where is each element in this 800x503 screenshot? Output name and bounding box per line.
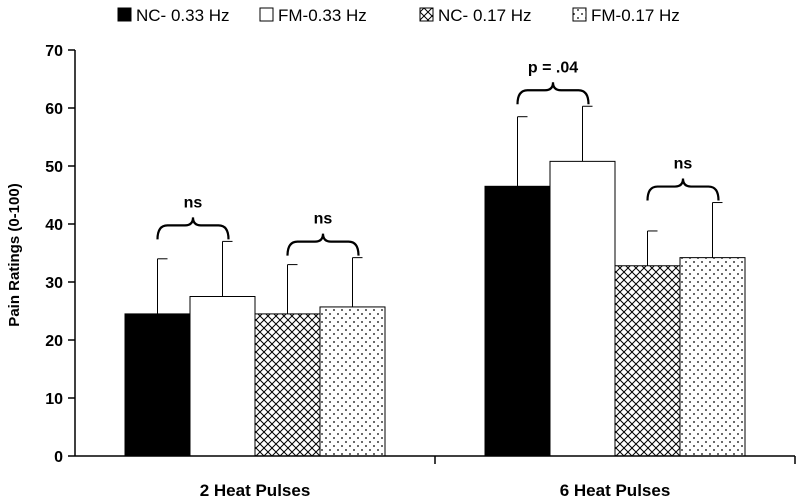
y-tick-label: 70: [45, 43, 63, 60]
bar-4-1: [319, 306, 386, 457]
bar-1-1: [124, 313, 191, 457]
significance-label: ns: [314, 211, 333, 228]
significance-brace: [516, 82, 590, 105]
significance-brace: [156, 217, 230, 240]
significance-brace: [286, 233, 360, 256]
y-tick-label: 40: [45, 217, 63, 234]
significance-brace: [646, 178, 720, 201]
x-category-label: 2 Heat Pulses: [200, 481, 311, 500]
bar-4-2: [679, 257, 746, 457]
legend-swatch: [117, 7, 132, 22]
bar-3-1: [254, 313, 321, 457]
bar-2-1: [189, 296, 256, 457]
bar-1-2: [484, 185, 551, 457]
legend-swatch: [572, 7, 587, 22]
legend: NC- 0.33 Hz FM-0.33 Hz NC- 0.17 Hz FM-0.17 …: [117, 6, 680, 25]
bar-3-2: [614, 265, 681, 457]
y-tick-label: 10: [45, 391, 63, 408]
y-axis-ticks: 0 10 20 30 40 50 60 70: [45, 43, 75, 466]
legend-swatch: [259, 7, 274, 22]
legend-swatch: [419, 7, 434, 22]
bars: [124, 160, 746, 457]
y-tick-label: 30: [45, 275, 63, 292]
legend-label: NC- 0.17 Hz: [438, 6, 532, 25]
x-category-label: 6 Heat Pulses: [560, 481, 671, 500]
significance-label: ns: [184, 194, 203, 211]
y-axis-label: Pain Ratings (0-100): [6, 183, 23, 326]
error-bars: [157, 105, 723, 314]
y-tick-label: 0: [54, 449, 63, 466]
significance-label: p = .04: [528, 59, 578, 76]
bar-2-2: [549, 160, 616, 457]
y-tick-label: 60: [45, 101, 63, 118]
legend-label: FM-0.33 Hz: [278, 6, 367, 25]
legend-label: FM-0.17 Hz: [591, 6, 680, 25]
x-axis-ticks: 2 Heat Pulses 6 Heat Pulses: [200, 456, 796, 500]
legend-label: NC- 0.33 Hz: [136, 6, 230, 25]
y-tick-label: 50: [45, 159, 63, 176]
y-tick-label: 20: [45, 333, 63, 350]
significance-label: ns: [674, 156, 693, 173]
annotations: ns ns p = .04 ns: [156, 59, 720, 256]
